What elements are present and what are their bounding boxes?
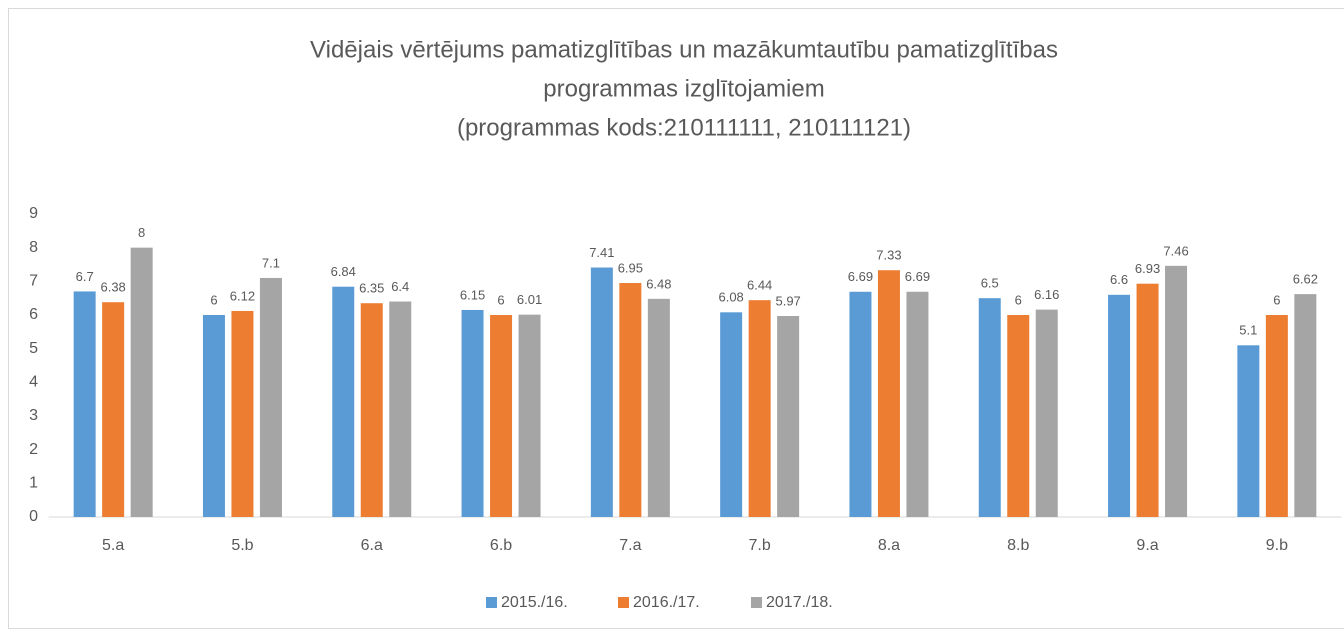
data-label: 6.84: [331, 264, 356, 279]
bar: [619, 283, 642, 517]
legend-label: 2017./18.: [766, 594, 833, 611]
y-tick-label: 9: [29, 205, 38, 222]
bar: [1136, 283, 1159, 517]
data-label: 6.35: [359, 281, 384, 296]
legend-swatch: [486, 597, 497, 608]
bar: [130, 247, 153, 517]
bar: [777, 316, 800, 517]
data-label: 7.33: [876, 248, 901, 263]
bar: [978, 298, 1001, 517]
bar: [73, 291, 96, 517]
data-label: 6.7: [76, 269, 94, 284]
bar: [360, 303, 383, 517]
data-label: 6.4: [391, 279, 409, 294]
legend-swatch: [618, 597, 629, 608]
bar: [259, 277, 282, 517]
bar: [1035, 309, 1058, 517]
data-label: 6.38: [100, 280, 125, 295]
x-tick-label: 8.b: [1007, 537, 1029, 554]
data-label: 7.1: [262, 255, 280, 270]
data-label: 6.48: [646, 276, 671, 291]
x-tick-label: 6.a: [361, 537, 383, 554]
data-label: 6: [497, 292, 504, 307]
data-label: 5.1: [1239, 323, 1257, 338]
chart-title: Vidējais vērtējums pamatizglītības un ma…: [310, 36, 1058, 63]
bar: [202, 315, 225, 517]
bar: [1007, 315, 1030, 517]
bar: [647, 298, 670, 517]
data-label: 6.62: [1293, 272, 1318, 287]
data-label: 6.69: [905, 269, 930, 284]
data-label: 8: [138, 225, 145, 240]
y-tick-label: 8: [29, 239, 38, 256]
y-tick-label: 1: [29, 475, 38, 492]
data-label: 7.41: [589, 245, 614, 260]
bar: [1108, 294, 1131, 517]
data-label: 6.12: [230, 288, 255, 303]
data-label: 6.93: [1135, 261, 1160, 276]
data-label: 6: [1015, 292, 1022, 307]
chart-title: programmas izglītojamiem: [543, 75, 824, 102]
bar: [1165, 265, 1188, 517]
y-tick-label: 5: [29, 340, 38, 357]
bar: [461, 309, 484, 517]
x-tick-label: 9.a: [1136, 537, 1158, 554]
legend-swatch: [751, 597, 762, 608]
x-tick-label: 5.a: [102, 537, 124, 554]
bar: [518, 314, 541, 517]
bar: [906, 291, 929, 517]
x-tick-label: 7.b: [749, 537, 771, 554]
bar: [1265, 315, 1288, 517]
data-label: 6.5: [981, 276, 999, 291]
bar: [102, 302, 125, 517]
data-label: 6.15: [460, 287, 485, 302]
x-tick-label: 5.b: [231, 537, 253, 554]
bar: [490, 315, 513, 517]
y-tick-label: 0: [29, 508, 38, 525]
bar: [590, 267, 613, 517]
bar: [231, 310, 254, 517]
bar: [389, 301, 412, 517]
y-tick-label: 2: [29, 441, 38, 458]
data-label: 6: [1273, 292, 1280, 307]
chart-title: (programmas kods:210111111, 210111121): [457, 114, 911, 141]
y-tick-label: 3: [29, 407, 38, 424]
bar: [748, 300, 771, 517]
data-label: 5.97: [775, 293, 800, 308]
y-tick-label: 6: [29, 306, 38, 323]
legend-label: 2016./17.: [633, 594, 700, 611]
data-label: 6.95: [618, 260, 643, 275]
x-tick-label: 9.b: [1266, 537, 1288, 554]
data-label: 6.08: [718, 290, 743, 305]
y-tick-label: 7: [29, 273, 38, 290]
legend-label: 2015./16.: [501, 594, 568, 611]
bar: [332, 286, 355, 517]
data-label: 6.69: [848, 269, 873, 284]
data-label: 6.44: [747, 278, 772, 293]
data-label: 7.46: [1163, 243, 1188, 258]
x-tick-label: 8.a: [878, 537, 900, 554]
bar: [849, 291, 872, 517]
data-label: 6.6: [1110, 272, 1128, 287]
bar: [877, 270, 900, 517]
bar: [1294, 294, 1317, 517]
bar: [720, 312, 743, 517]
data-label: 6: [210, 292, 217, 307]
y-tick-label: 4: [29, 374, 38, 391]
data-label: 6.01: [517, 292, 542, 307]
data-label: 6.16: [1034, 287, 1059, 302]
x-tick-label: 7.a: [619, 537, 641, 554]
x-tick-label: 6.b: [490, 537, 512, 554]
bar: [1237, 345, 1260, 517]
